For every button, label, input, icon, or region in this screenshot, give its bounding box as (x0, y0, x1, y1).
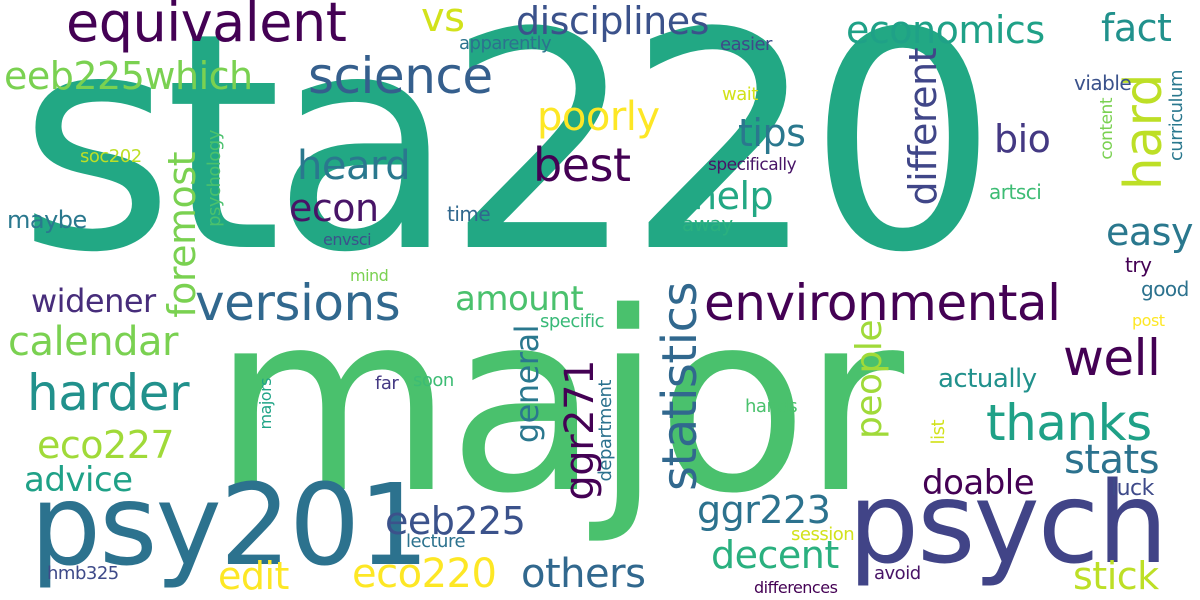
word-soc202: soc202 (80, 146, 142, 167)
word-maybe: maybe (7, 206, 87, 234)
word-apparently: apparently (459, 33, 552, 54)
word-actually: actually (938, 364, 1037, 394)
word-edit: edit (218, 554, 289, 598)
word-lecture: lecture (406, 531, 466, 552)
word-fact: fact (1101, 6, 1172, 50)
word-amount: amount (455, 279, 584, 319)
word-easier: easier (720, 34, 772, 55)
word-differences: differences (754, 578, 838, 597)
word-economics: economics (846, 8, 1045, 52)
word-soon: soon (413, 370, 454, 391)
word-general: general (508, 325, 546, 444)
word-away: away (682, 212, 733, 236)
word-help: help (693, 174, 774, 218)
word-heard: heard (297, 143, 411, 189)
word-far: far (375, 373, 399, 394)
word-hmb325: hmb325 (47, 563, 119, 584)
word-statistics: statistics (652, 282, 708, 491)
word-hands: hands (745, 396, 798, 417)
word-disciplines: disciplines (516, 0, 709, 43)
word-stats: stats (1064, 437, 1160, 483)
word-department: department (595, 380, 616, 482)
word-econ: econ (289, 186, 379, 230)
word-vs: vs (421, 0, 465, 41)
word-eeb225: eeb225 (385, 499, 526, 543)
word-well: well (1063, 329, 1161, 387)
word-advice: advice (24, 460, 133, 500)
word-widener: widener (31, 282, 156, 320)
word-session: session (791, 524, 855, 545)
word-viable: viable (1074, 71, 1132, 95)
word-try: try (1125, 253, 1152, 277)
word-content: content (1097, 98, 1117, 160)
word-decent: decent (711, 533, 839, 577)
word-eco227: eco227 (37, 423, 175, 467)
word-bio: bio (994, 117, 1051, 161)
word-equivalent: equivalent (66, 0, 347, 54)
word-doable: doable (922, 463, 1035, 503)
word-poorly: poorly (537, 94, 660, 140)
word-thanks: thanks (986, 394, 1152, 452)
word-different: different (901, 48, 945, 206)
word-majors: majors (256, 378, 275, 430)
word-luck: luck (1111, 476, 1154, 501)
word-psy201: psy201 (30, 461, 429, 591)
word-post: post (1132, 311, 1165, 330)
word-harder: harder (27, 364, 190, 422)
word-easy: easy (1106, 210, 1193, 254)
word-others: others (521, 551, 646, 597)
word-ggr223: ggr223 (697, 488, 831, 532)
word-calendar: calendar (8, 319, 178, 365)
word-time: time (447, 202, 491, 226)
word-curriculum: curriculum (1166, 70, 1187, 162)
word-artsci: artsci (989, 180, 1042, 204)
word-versions: versions (195, 274, 401, 332)
word-sta220: sta220 (18, 0, 998, 318)
word-eeb225which: eeb225which (4, 54, 253, 98)
word-specific: specific (540, 311, 605, 332)
word-stick: stick (1073, 554, 1159, 598)
word-ggr271: ggr271 (557, 360, 603, 501)
word-science: science (308, 47, 493, 105)
word-mind: mind (350, 266, 389, 285)
word-avoid: avoid (874, 563, 921, 584)
word-good: good (1141, 277, 1189, 301)
word-best: best (533, 138, 631, 192)
word-major: major (212, 260, 904, 548)
word-specifically: specifically (708, 155, 797, 175)
word-psych: psych (848, 459, 1168, 589)
word-list: list (928, 420, 949, 445)
word-environmental: environmental (704, 274, 1061, 332)
word-envsci: envsci (323, 230, 372, 249)
word-psychology: psychology (204, 130, 225, 227)
word-people: people (849, 320, 890, 440)
word-eco220: eco220 (352, 551, 497, 597)
word-tips: tips (738, 111, 806, 155)
word-wait: wait (722, 84, 758, 105)
